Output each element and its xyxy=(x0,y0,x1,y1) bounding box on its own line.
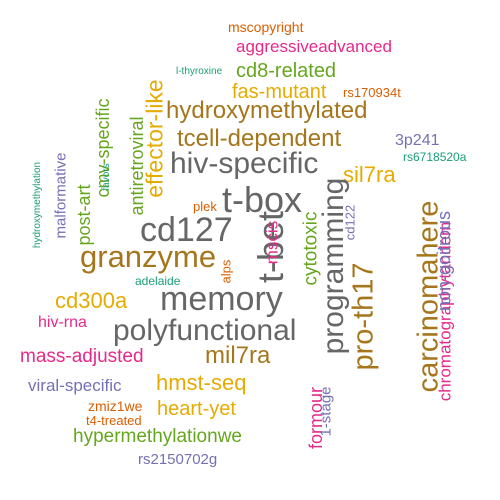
word-mscopyright: mscopyright xyxy=(228,19,304,35)
word-hydroxymethylated: hydroxymethylated xyxy=(166,97,368,124)
word-granzyme: granzyme xyxy=(80,239,217,274)
word-hypermethylationwe: hypermethylationwe xyxy=(73,426,242,447)
word-fas-mutant: fas-mutant xyxy=(232,81,327,103)
word-cd8-related: cd8-related xyxy=(236,60,337,82)
word-polyfunctional: polyfunctional xyxy=(113,314,297,347)
word-non-goitrous: non-goitrous xyxy=(434,210,454,312)
word-memory: memory xyxy=(160,280,283,318)
word-antiretroviral: antiretroviral xyxy=(127,116,147,216)
word-hydroxymethylation: hydroxymethylation xyxy=(32,161,43,249)
word-heart-yet: heart-yet xyxy=(157,398,236,420)
word-mscis: mscis xyxy=(262,220,282,265)
word-mil7ra: mil7ra xyxy=(205,342,271,369)
word-3p241: 3p241 xyxy=(395,132,440,149)
word-hiv-specific: hiv-specific xyxy=(170,147,319,180)
word-hiv-rna: hiv-rna xyxy=(38,314,87,331)
word-cd300a: cd300a xyxy=(55,288,128,313)
word-t4-treated: t4-treated xyxy=(86,413,142,428)
word-rs6718520a: rs6718520a xyxy=(403,150,467,164)
word-tcell-dependent: tcell-dependent xyxy=(177,125,342,152)
word-pro-th17: pro-th17 xyxy=(347,262,380,371)
word-t-box: t-box xyxy=(222,179,303,220)
word-programming: programming xyxy=(317,177,350,355)
word-rs170934t: rs170934t xyxy=(343,85,401,100)
word-mass-adjusted: mass-adjusted xyxy=(20,346,144,367)
word-favors: favors xyxy=(101,163,112,191)
word-cd127: cd127 xyxy=(140,211,233,249)
word-hmst-seq: hmst-seq xyxy=(156,370,247,395)
word-1-stage: 1-stage xyxy=(317,386,335,437)
word-zmiz1we: zmiz1we xyxy=(88,398,143,414)
word-adelaide: adelaide xyxy=(135,274,181,288)
word-malformative: malformative xyxy=(52,152,70,239)
word-plek: plek xyxy=(193,199,217,214)
word-viral-specific: viral-specific xyxy=(28,376,122,395)
word-rs2150702g: rs2150702g xyxy=(138,451,218,468)
word-sil7ra: sil7ra xyxy=(343,162,396,187)
word-l-thyroxine: l-thyroxine xyxy=(176,66,223,77)
word-aggressiveadvanced: aggressiveadvanced xyxy=(236,37,392,56)
